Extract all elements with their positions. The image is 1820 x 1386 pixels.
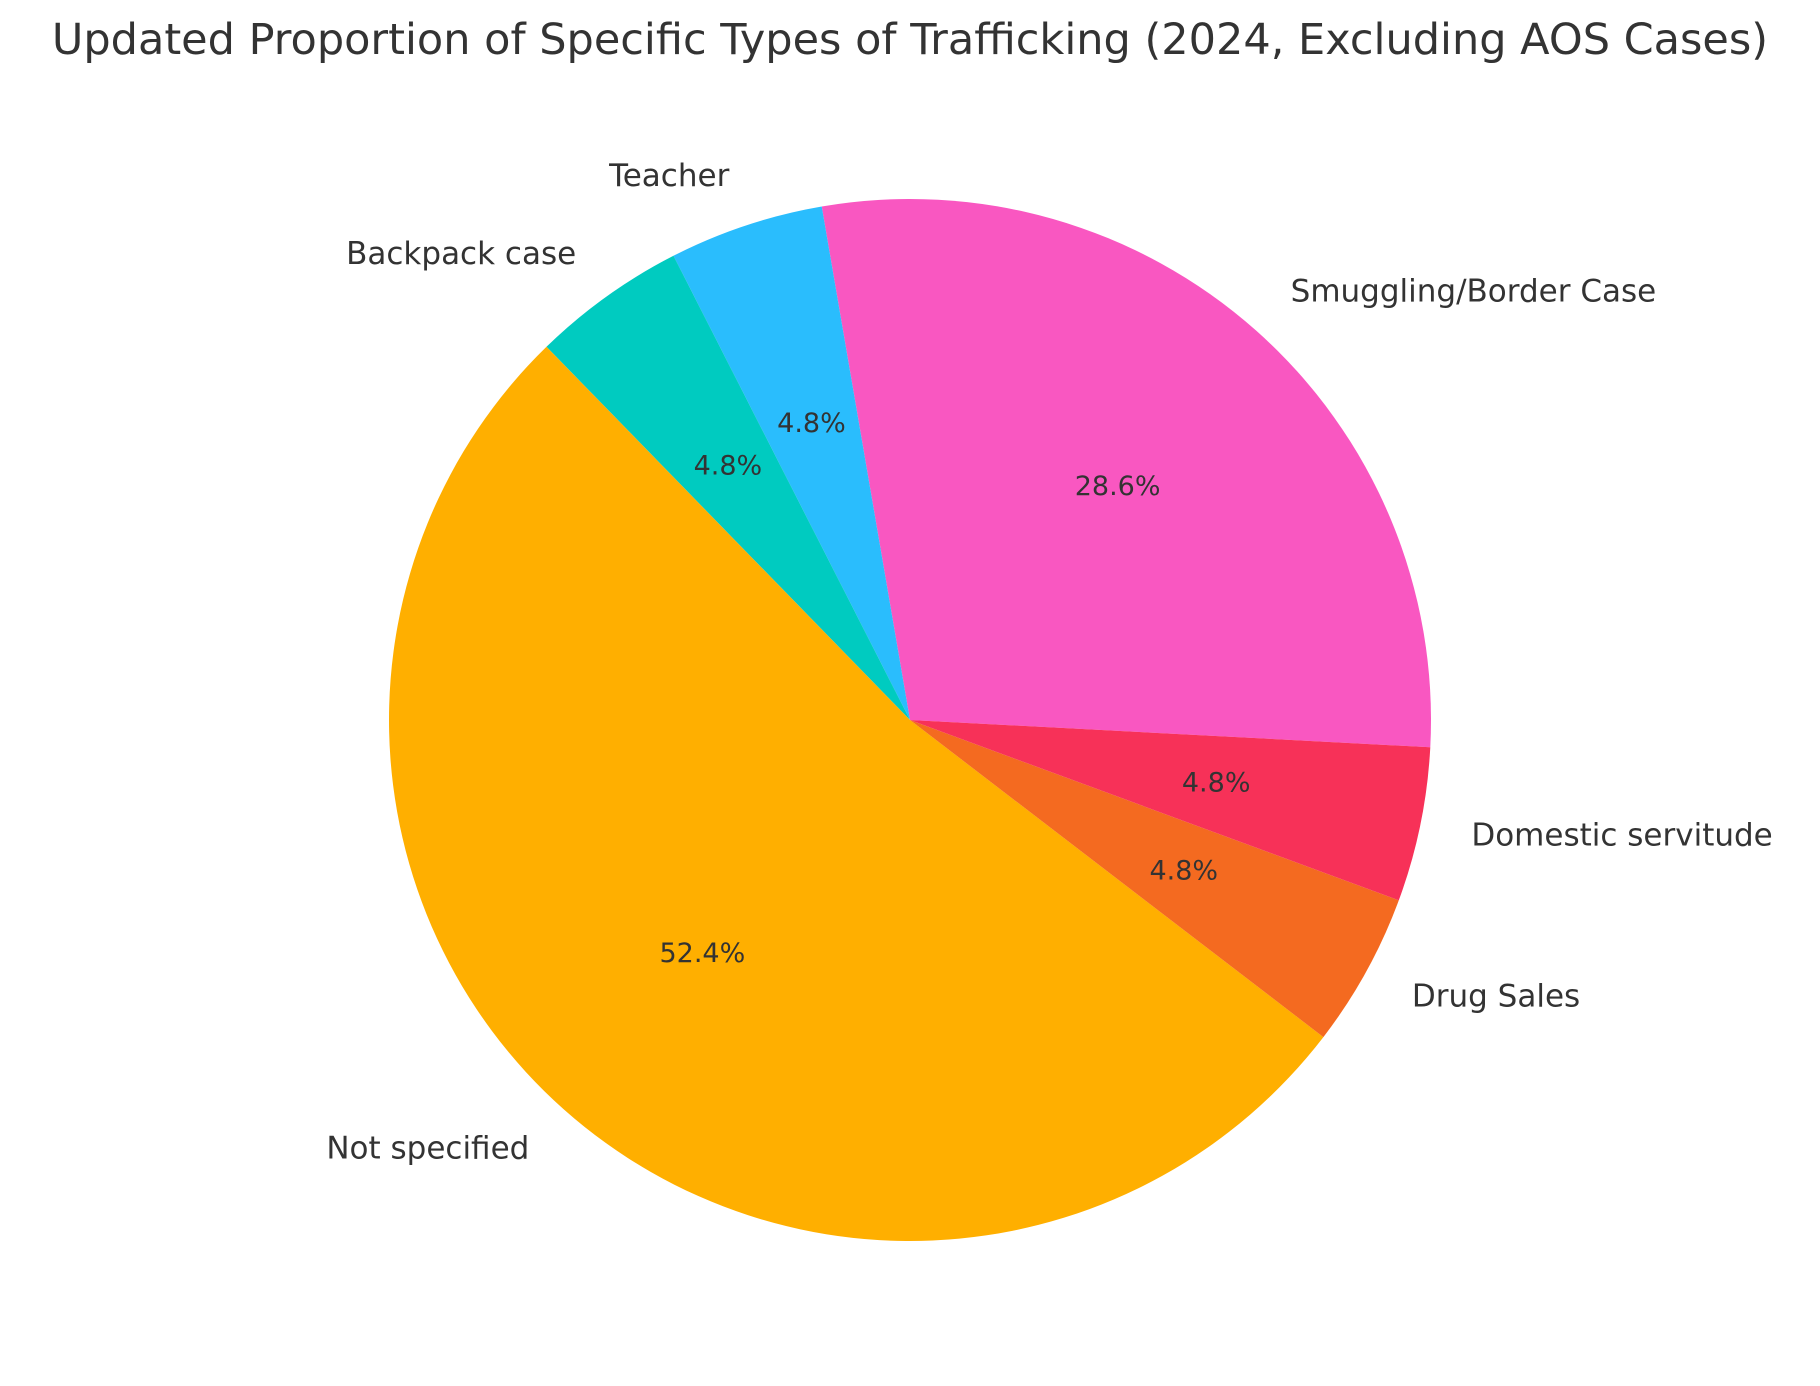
pie-slice-drug-sales bbox=[910, 720, 1399, 1038]
pie-slice-smuggling-border-case bbox=[821, 198, 1431, 748]
slice-percent-not-specified: 52.4% bbox=[659, 938, 745, 969]
slice-label-smuggling-border-case: Smuggling/Border Case bbox=[1291, 274, 1657, 310]
slice-label-drug-sales: Drug Sales bbox=[1412, 979, 1580, 1015]
slice-label-teacher: Teacher bbox=[608, 158, 730, 194]
slice-percent-smuggling-border-case: 28.6% bbox=[1075, 471, 1161, 502]
slice-label-backpack-case: Backpack case bbox=[346, 236, 576, 272]
slice-percent-teacher: 4.8% bbox=[777, 408, 846, 439]
pie-slice-teacher bbox=[673, 206, 910, 720]
slice-label-domestic-servitude: Domestic servitude bbox=[1471, 817, 1772, 853]
slice-percent-drug-sales: 4.8% bbox=[1149, 855, 1218, 886]
pie-slice-backpack-case bbox=[546, 255, 910, 721]
pie-labels: Smuggling/Border Case 28.6% Teacher 4.8% Bac… bbox=[326, 158, 1772, 1166]
slice-label-not-specified: Not specified bbox=[326, 1130, 529, 1166]
pie-slice-domestic-servitude bbox=[910, 720, 1431, 901]
chart-title: Updated Proportion of Specific Types of … bbox=[52, 15, 1768, 65]
pie-slice-not-specified bbox=[389, 346, 1324, 1241]
slice-percent-domestic-servitude: 4.8% bbox=[1182, 767, 1251, 798]
pie-slices bbox=[389, 198, 1431, 1241]
slice-percent-backpack-case: 4.8% bbox=[694, 450, 763, 481]
